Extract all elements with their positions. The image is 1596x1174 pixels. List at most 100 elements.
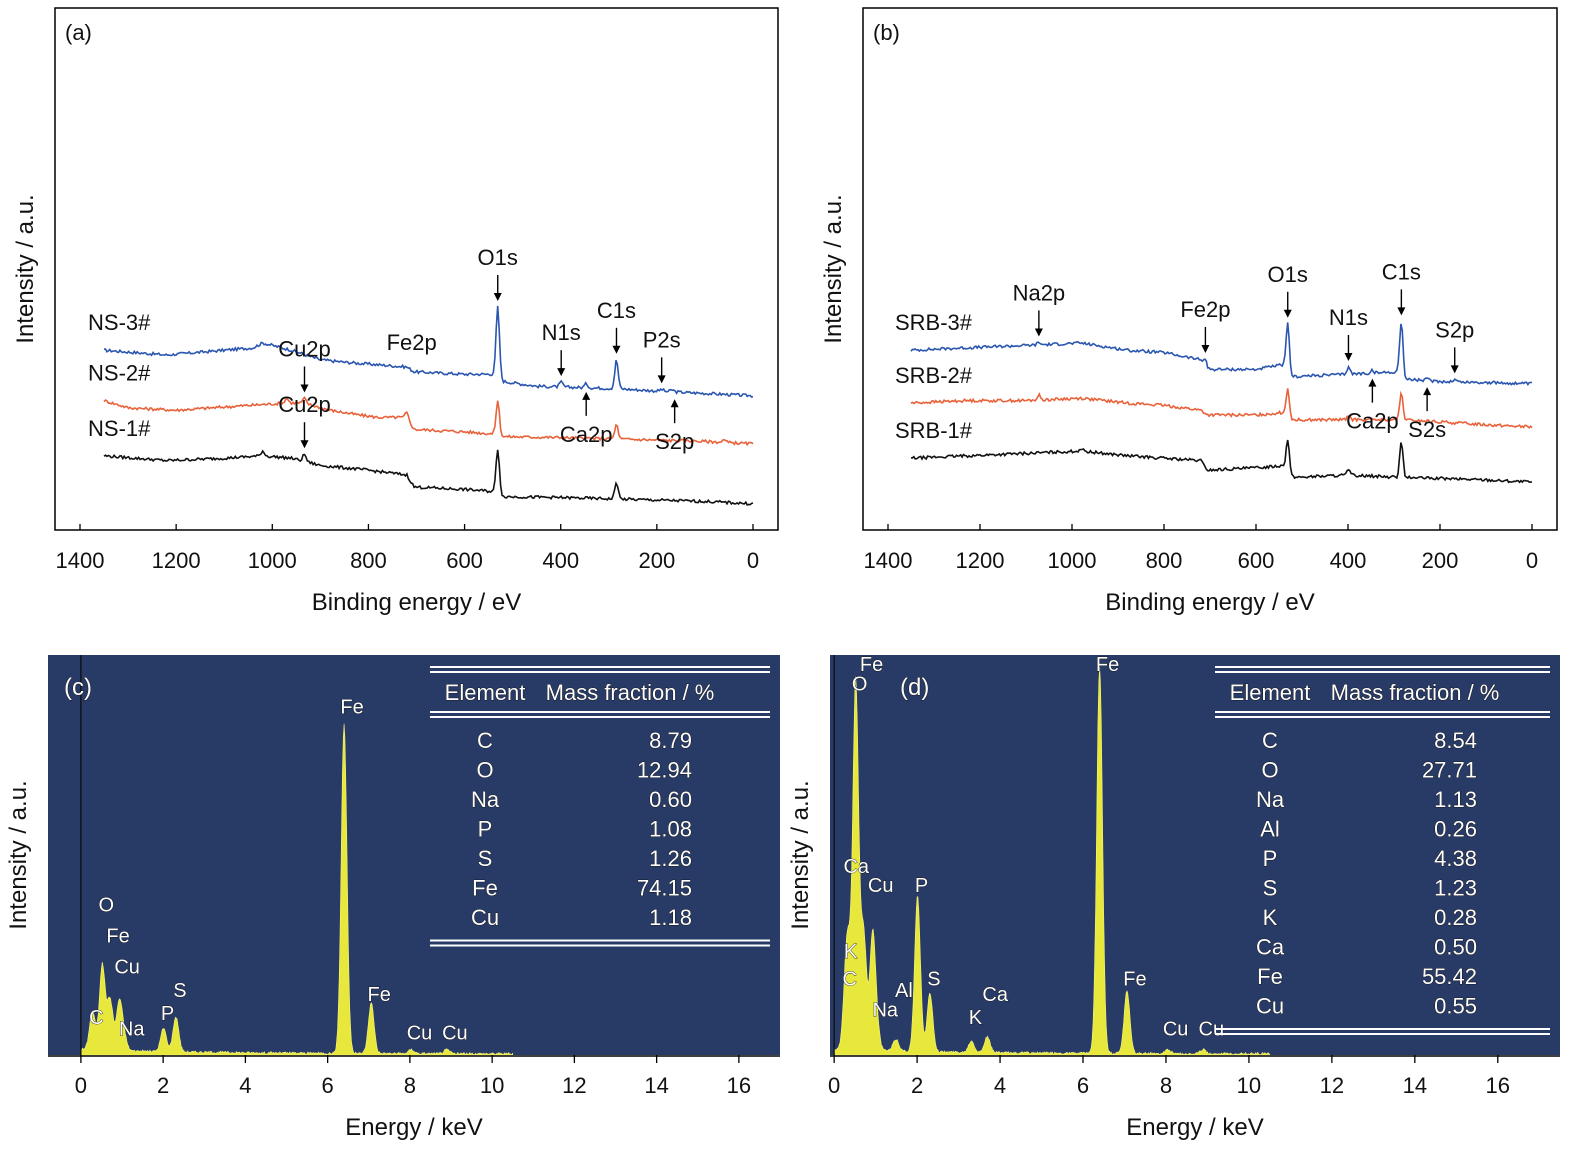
table-header-element: Element xyxy=(1230,680,1311,705)
peak-label: Cu xyxy=(407,1023,433,1045)
annotation-arrowhead xyxy=(1034,328,1043,337)
peak-annotation: Na2p xyxy=(1013,280,1066,305)
annotation-arrowhead xyxy=(1344,352,1353,361)
annotation-arrowhead xyxy=(657,375,666,384)
table-cell-value: 0.28 xyxy=(1434,905,1477,930)
peak-label: Na xyxy=(119,1019,145,1041)
peak-label: Fe xyxy=(340,697,363,719)
peak-annotation: C1s xyxy=(1382,259,1421,284)
annotation-arrowhead xyxy=(1368,378,1377,387)
x-tick-label: 14 xyxy=(1403,1073,1427,1098)
table-cell-element: S xyxy=(1263,876,1278,901)
peak-annotation: Ca2p xyxy=(560,422,613,447)
table-cell-element: P xyxy=(1263,846,1278,871)
peak-annotation: N1s xyxy=(1329,305,1368,330)
series-label: SRB-1# xyxy=(895,418,973,443)
x-tick-label: 1400 xyxy=(864,548,913,573)
peak-label: C xyxy=(89,1007,103,1029)
spectrum-line-srb-2 xyxy=(910,388,1533,429)
table-cell-element: O xyxy=(1261,758,1278,783)
peak-label: Cu xyxy=(1163,1019,1189,1041)
peak-label: Al xyxy=(895,980,913,1002)
x-tick-label: 16 xyxy=(727,1073,751,1098)
table-cell-value: 27.71 xyxy=(1422,758,1477,783)
peak-annotation: C1s xyxy=(597,298,636,323)
table-cell-value: 55.42 xyxy=(1422,964,1477,989)
x-tick-label: 400 xyxy=(1330,548,1367,573)
peak-label: C xyxy=(843,968,857,990)
peak-label: Ca xyxy=(843,856,869,878)
x-tick-label: 0 xyxy=(828,1073,840,1098)
x-tick-label: 0 xyxy=(1526,548,1538,573)
series-label: SRB-3# xyxy=(895,310,973,335)
annotation-arrowhead xyxy=(1283,309,1292,318)
peak-annotation: Cu2p xyxy=(278,392,331,417)
peak-annotation: P2s xyxy=(643,327,681,352)
x-tick-label: 200 xyxy=(1422,548,1459,573)
xps-panel-b: 1400 1200 1000 800 600 400 200 0 Binding energy … xyxy=(820,7,1558,616)
table-header-mass: Mass fraction / % xyxy=(546,680,715,705)
spectrum-line-srb-1 xyxy=(910,439,1532,484)
peak-label: P xyxy=(915,875,928,897)
x-tick-label: 10 xyxy=(480,1073,504,1098)
peak-label: Fe xyxy=(368,984,391,1006)
table-cell-value: 0.60 xyxy=(649,787,692,812)
peak-label: Cu xyxy=(1199,1019,1225,1041)
table-cell-element: Al xyxy=(1260,817,1280,842)
table-cell-element: K xyxy=(1263,905,1278,930)
x-tick-label: 4 xyxy=(994,1073,1006,1098)
table-header-element: Element xyxy=(445,680,526,705)
x-tick-label: 6 xyxy=(322,1073,334,1098)
eds-background xyxy=(830,655,1560,1055)
peak-label: Fe xyxy=(860,654,883,676)
x-tick-label: 4 xyxy=(239,1073,251,1098)
peak-label: Cu xyxy=(868,875,894,897)
panel-label: (a) xyxy=(65,20,92,45)
table-cell-value: 8.79 xyxy=(649,728,692,753)
plot-frame xyxy=(54,7,779,531)
eds-spectrum xyxy=(833,666,1270,1056)
table-cell-element: Fe xyxy=(1257,964,1283,989)
spectrum-line-ns-3 xyxy=(104,305,754,398)
spectrum-line-srb-3 xyxy=(910,322,1533,386)
peak-label: S xyxy=(927,968,940,990)
series-label: NS-3# xyxy=(88,310,151,335)
table-cell-value: 0.26 xyxy=(1434,817,1477,842)
x-tick-label: 2 xyxy=(157,1073,169,1098)
peak-label: Fe xyxy=(1096,654,1119,676)
table-cell-element: Ca xyxy=(1256,935,1285,960)
table-cell-value: 12.94 xyxy=(637,758,692,783)
peak-label: K xyxy=(969,1007,983,1029)
x-tick-label: 1000 xyxy=(248,548,297,573)
x-axis-label: Energy / keV xyxy=(1126,1114,1263,1141)
table-cell-value: 74.15 xyxy=(637,876,692,901)
spectrum-line-ns-1 xyxy=(103,449,754,506)
peak-label: Na xyxy=(872,999,898,1021)
x-tick-label: 12 xyxy=(562,1073,586,1098)
plot-frame xyxy=(862,7,1558,531)
annotation-arrowhead xyxy=(1201,345,1210,353)
x-tick-label: 600 xyxy=(1238,548,1275,573)
peak-annotation: S2p xyxy=(655,429,694,454)
peak-annotation: S2p xyxy=(1435,317,1474,342)
peak-label: Fe xyxy=(1123,968,1146,990)
peak-annotation: O1s xyxy=(1268,262,1308,287)
annotation-arrowhead xyxy=(300,440,309,449)
peak-label: K xyxy=(844,941,858,963)
peak-annotation: Fe2p xyxy=(1180,297,1230,322)
annotation-arrowhead xyxy=(557,368,566,377)
x-tick-label: 6 xyxy=(1077,1073,1089,1098)
peak-annotation: N1s xyxy=(542,320,581,345)
x-tick-label: 14 xyxy=(644,1073,668,1098)
annotation-arrowhead xyxy=(1423,387,1432,396)
table-cell-element: Fe xyxy=(472,876,498,901)
x-tick-label: 600 xyxy=(446,548,483,573)
x-tick-label: 10 xyxy=(1237,1073,1261,1098)
x-tick-label: 400 xyxy=(542,548,579,573)
annotation-arrowhead xyxy=(300,384,309,393)
table-cell-value: 1.18 xyxy=(649,905,692,930)
series-label: NS-1# xyxy=(88,416,151,441)
annotation-arrowhead xyxy=(612,345,621,354)
